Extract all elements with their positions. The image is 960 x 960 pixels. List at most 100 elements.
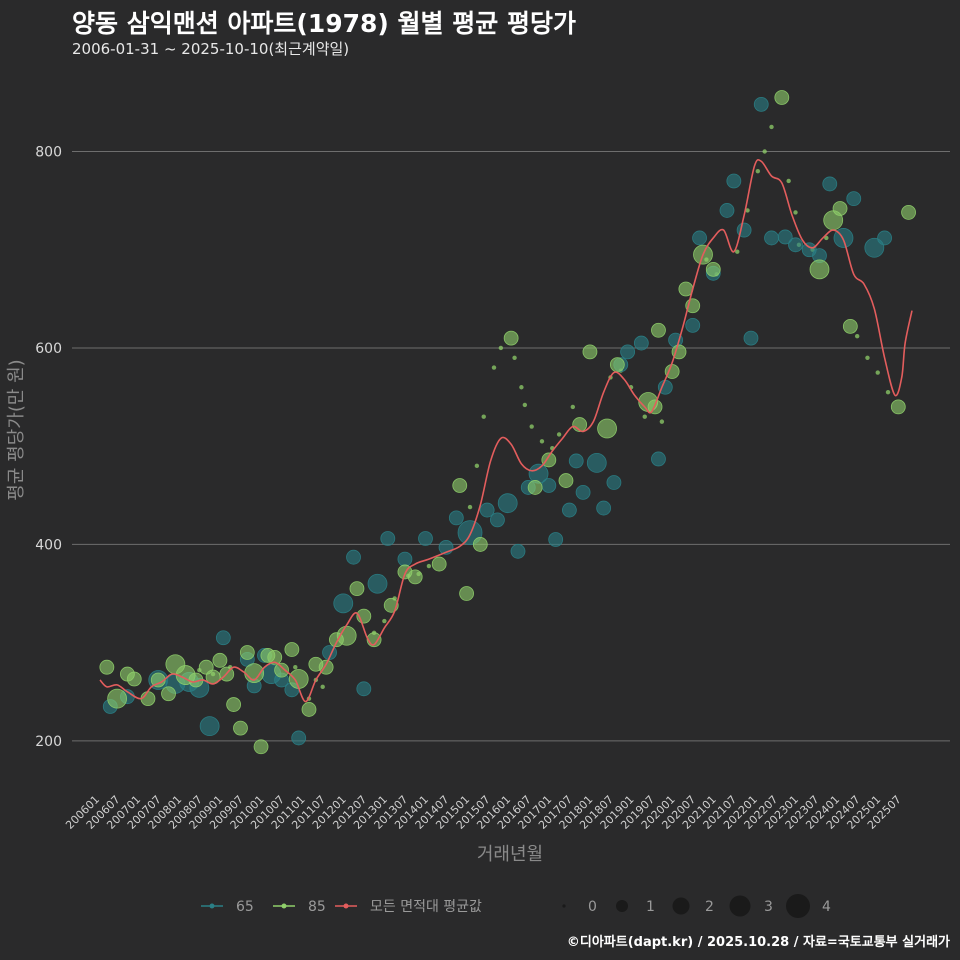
point-65 bbox=[575, 484, 591, 500]
point-65 bbox=[846, 191, 862, 207]
trail-point bbox=[556, 432, 562, 437]
point-65 bbox=[726, 173, 742, 189]
point-85 bbox=[140, 691, 156, 707]
point-85 bbox=[809, 259, 830, 280]
point-85 bbox=[274, 662, 289, 678]
point-85 bbox=[558, 473, 574, 488]
point-65 bbox=[561, 502, 577, 518]
point-65 bbox=[568, 453, 584, 469]
legend-key-dot bbox=[209, 903, 215, 909]
point-85 bbox=[349, 581, 365, 597]
trail-point bbox=[755, 168, 761, 174]
trail-point bbox=[293, 665, 298, 670]
trail-point bbox=[519, 385, 524, 390]
legend-key-dot bbox=[281, 903, 287, 909]
trail-point bbox=[467, 504, 473, 510]
point-65 bbox=[764, 230, 779, 246]
legend-size-circle bbox=[786, 894, 810, 918]
point-85 bbox=[651, 322, 666, 338]
legend-label-85: 85 bbox=[308, 899, 326, 915]
point-85 bbox=[452, 478, 468, 493]
trail-point bbox=[762, 149, 767, 154]
point-85 bbox=[233, 720, 248, 736]
trail-point bbox=[498, 345, 504, 351]
page-title: 양동 삼익맨션 아파트(1978) 월별 평균 평당가 bbox=[72, 9, 576, 38]
point-85 bbox=[301, 702, 317, 717]
legend-size-label: 2 bbox=[705, 899, 714, 915]
trail-point bbox=[512, 355, 517, 360]
y-tick-label: 800 bbox=[35, 144, 62, 160]
trail-point bbox=[642, 414, 647, 419]
y-tick-label: 200 bbox=[35, 734, 62, 750]
x-axis-label: 거래년월 bbox=[477, 844, 543, 865]
point-85 bbox=[226, 697, 242, 712]
trail-point bbox=[786, 178, 791, 184]
point-85 bbox=[705, 261, 721, 277]
legend-size-label: 1 bbox=[646, 899, 655, 915]
scatter-points bbox=[99, 90, 916, 755]
point-65 bbox=[367, 573, 388, 594]
trail-point bbox=[426, 563, 432, 569]
point-85 bbox=[774, 90, 790, 105]
point-85 bbox=[582, 344, 598, 360]
trail-point bbox=[481, 414, 486, 419]
page-subtitle: 2006-01-31 ~ 2025-10-10(최근계약일) bbox=[72, 40, 350, 58]
point-85 bbox=[527, 480, 543, 495]
trail-point bbox=[539, 439, 545, 444]
point-65 bbox=[864, 237, 885, 258]
legend: 65 85 모든 면적대 평균값 0 1 2 3 4 bbox=[201, 894, 831, 918]
point-65 bbox=[490, 512, 505, 528]
trail-point bbox=[793, 210, 798, 215]
point-65 bbox=[719, 203, 735, 218]
y-tick-label: 600 bbox=[35, 341, 62, 357]
point-85 bbox=[503, 330, 519, 346]
point-85 bbox=[842, 318, 858, 334]
legend-size-label: 4 bbox=[822, 899, 831, 915]
trail-point bbox=[875, 370, 880, 375]
point-65 bbox=[346, 549, 361, 565]
point-85 bbox=[126, 671, 142, 687]
point-85 bbox=[472, 537, 488, 552]
trail-point bbox=[491, 365, 497, 370]
point-85 bbox=[890, 399, 906, 415]
point-65 bbox=[606, 475, 622, 490]
point-85 bbox=[212, 652, 228, 668]
legend-size-label: 0 bbox=[588, 899, 597, 915]
point-65 bbox=[448, 510, 464, 526]
point-65 bbox=[620, 344, 636, 360]
point-85 bbox=[671, 344, 687, 360]
point-85 bbox=[253, 739, 269, 755]
point-65 bbox=[596, 500, 612, 516]
point-65 bbox=[215, 630, 231, 646]
point-65 bbox=[586, 452, 607, 473]
trail-point bbox=[382, 618, 387, 624]
point-85 bbox=[239, 645, 255, 660]
x-axis-ticks: 2006012006072007012007072008012008072009… bbox=[63, 793, 904, 832]
legend-size-circle bbox=[729, 895, 751, 917]
point-65 bbox=[333, 593, 354, 614]
point-85 bbox=[107, 688, 128, 709]
point-65 bbox=[777, 229, 793, 245]
point-65 bbox=[541, 478, 557, 493]
trail-point bbox=[865, 355, 870, 360]
point-85 bbox=[431, 556, 447, 572]
point-65 bbox=[199, 716, 220, 737]
trail-point bbox=[885, 389, 891, 395]
footer-credit: ©디아파트(dapt.kr) / 2025.10.28 / 자료=국토교통부 실… bbox=[566, 935, 950, 950]
point-65 bbox=[788, 237, 803, 253]
point-85 bbox=[901, 204, 916, 220]
point-65 bbox=[356, 681, 372, 697]
point-85 bbox=[267, 649, 283, 665]
point-65 bbox=[753, 96, 769, 112]
trail-point bbox=[659, 419, 665, 424]
point-85 bbox=[99, 659, 115, 675]
y-axis-label: 평균 평당가(만 원) bbox=[6, 359, 27, 500]
point-65 bbox=[877, 230, 892, 246]
trail-point bbox=[735, 249, 740, 254]
point-65 bbox=[380, 531, 396, 546]
series-85-trail bbox=[197, 124, 891, 701]
point-65 bbox=[497, 493, 518, 514]
point-65 bbox=[548, 532, 564, 547]
trail-point bbox=[769, 124, 774, 130]
grid-lines bbox=[72, 150, 950, 742]
